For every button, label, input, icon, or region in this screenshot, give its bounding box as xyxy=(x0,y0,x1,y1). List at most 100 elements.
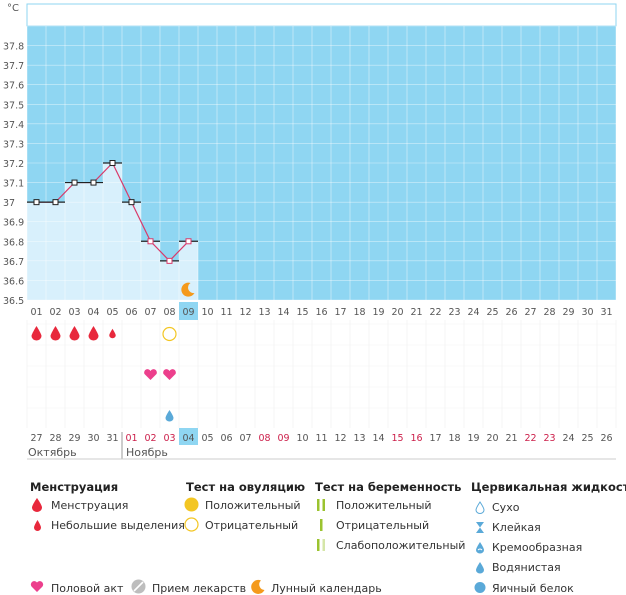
cycle-day-label: 15 xyxy=(296,307,308,318)
calendar-date-label: 27 xyxy=(30,433,42,444)
legend-pregnancy-positive: Положительный xyxy=(336,499,432,512)
y-tick-label: 37.2 xyxy=(3,159,24,170)
cycle-day-label: 31 xyxy=(600,307,612,318)
dry-drop-icon xyxy=(475,501,485,514)
current-date-highlight xyxy=(179,428,198,445)
temperature-point xyxy=(52,199,59,206)
month-right-label: Ноябрь xyxy=(126,446,168,459)
blood-drop-icon xyxy=(50,326,61,341)
moon-icon xyxy=(181,282,195,297)
heart-icon xyxy=(144,369,157,380)
legend-ovulation-title: Тест на овуляцию xyxy=(186,480,306,494)
cycle-day-label: 06 xyxy=(125,307,137,318)
ovulation-negative-icon xyxy=(184,517,199,532)
legend-cervical-dry: Сухо xyxy=(492,501,520,514)
temperature-point xyxy=(71,179,78,186)
y-tick-label: 36.8 xyxy=(3,237,24,248)
cycle-day-label: 13 xyxy=(258,307,270,318)
cycle-day-label: 07 xyxy=(144,307,156,318)
temperature-point xyxy=(128,199,135,206)
temperature-fill-bar xyxy=(103,163,122,300)
y-tick-label: 36.9 xyxy=(3,218,24,229)
cycle-day-label: 29 xyxy=(562,307,574,318)
calendar-date-label: 17 xyxy=(429,433,441,444)
legend-lunar-calendar: Лунный календарь xyxy=(271,582,382,595)
y-tick-label: 36.6 xyxy=(3,276,24,287)
y-tick-label: 37.8 xyxy=(3,42,24,53)
legend-cervical-watery: Водянистая xyxy=(492,561,561,574)
cycle-day-label: 17 xyxy=(334,307,346,318)
calendar-date-label: 28 xyxy=(49,433,61,444)
ovulation-positive-icon xyxy=(184,497,199,512)
heart-icon xyxy=(163,369,176,380)
cycle-day-label: 24 xyxy=(467,307,479,318)
cycle-day-label: 30 xyxy=(581,307,593,318)
legend-pregnancy-weak: Слабоположительный xyxy=(336,539,466,552)
calendar-date-label: 31 xyxy=(106,433,118,444)
legend-ovulation-positive: Положительный xyxy=(205,499,301,512)
cycle-day-label: 22 xyxy=(429,307,441,318)
ovulation-negative-icon xyxy=(162,326,177,342)
calendar-date-label: 23 xyxy=(543,433,555,444)
calendar-date-label: 21 xyxy=(505,433,517,444)
watery-drop-icon xyxy=(476,562,484,574)
moon-icon xyxy=(251,579,265,594)
y-tick-label: 37.3 xyxy=(3,139,24,150)
temperature-fill-bar xyxy=(122,202,141,300)
small-blood-drop-icon xyxy=(34,520,41,531)
legend-menstruation-title: Менструация xyxy=(30,480,119,494)
calendar-date-label: 06 xyxy=(220,433,232,444)
temperature-fill-bar xyxy=(141,241,160,300)
cycle-day-label: 02 xyxy=(49,307,61,318)
calendar-date-label: 26 xyxy=(600,433,612,444)
cycle-day-label: 09 xyxy=(182,307,194,318)
legend-menstruation-item: Менструация xyxy=(51,499,129,512)
legend-pregnancy-title: Тест на беременность xyxy=(315,480,462,494)
month-left-label: Октябрь xyxy=(28,446,77,459)
temperature-point xyxy=(109,160,116,166)
cycle-day-label: 01 xyxy=(30,307,42,318)
blood-drop-icon xyxy=(69,326,80,341)
cycle-day-label: 28 xyxy=(543,307,555,318)
calendar-date-label: 08 xyxy=(258,433,270,444)
calendar-date-label: 29 xyxy=(68,433,80,444)
temperature-fill-bar xyxy=(27,202,46,300)
cycle-day-label: 03 xyxy=(68,307,80,318)
heart-icon xyxy=(30,581,44,592)
bbt-chart: °C 37.8 37.7 37.6 37.5 37.4 37.3 37.2 37.1 37 36.… xyxy=(3,3,617,460)
cycle-day-label: 08 xyxy=(163,307,175,318)
temperature-point xyxy=(90,179,97,186)
calendar-date-label: 07 xyxy=(239,433,251,444)
legend-cervical-sticky: Клейкая xyxy=(492,521,541,534)
blood-drop-icon xyxy=(32,498,42,512)
legend-spotting-item: Небольшие выделения xyxy=(51,519,185,532)
cycle-day-label: 12 xyxy=(239,307,251,318)
legend-cervical-egg-white: Яичный белок xyxy=(492,582,574,595)
calendar-date-label: 02 xyxy=(144,433,156,444)
cycle-day-label: 16 xyxy=(315,307,327,318)
current-day-highlight xyxy=(179,302,198,320)
cycle-day-label: 27 xyxy=(524,307,536,318)
egg-white-icon xyxy=(474,582,486,593)
cycle-day-label: 26 xyxy=(505,307,517,318)
legend-medication: Прием лекарств xyxy=(152,582,247,595)
temperature-point xyxy=(147,238,154,245)
y-tick-label: 37 xyxy=(3,198,15,209)
cycle-day-label: 14 xyxy=(277,307,289,318)
cycle-day-label: 25 xyxy=(486,307,498,318)
y-tick-label: 36.7 xyxy=(3,257,24,268)
y-tick-label: 37.1 xyxy=(3,179,24,190)
cycle-day-label: 21 xyxy=(410,307,422,318)
calendar-date-label: 01 xyxy=(125,433,137,444)
blood-drop-icon xyxy=(31,326,42,341)
legend-intercourse: Половой акт xyxy=(51,582,124,595)
chart-legend: Менструация Менструация Небольшие выделе… xyxy=(0,476,626,595)
y-tick-label: 36.5 xyxy=(3,296,24,307)
calendar-date-label: 05 xyxy=(201,433,213,444)
legend-pregnancy-negative: Отрицательный xyxy=(336,519,430,532)
calendar-date-label: 16 xyxy=(410,433,422,444)
calendar-date-label: 30 xyxy=(87,433,99,444)
temperature-fill-bar xyxy=(46,202,65,300)
temperature-point xyxy=(185,238,192,245)
calendar-date-label: 24 xyxy=(562,433,574,444)
